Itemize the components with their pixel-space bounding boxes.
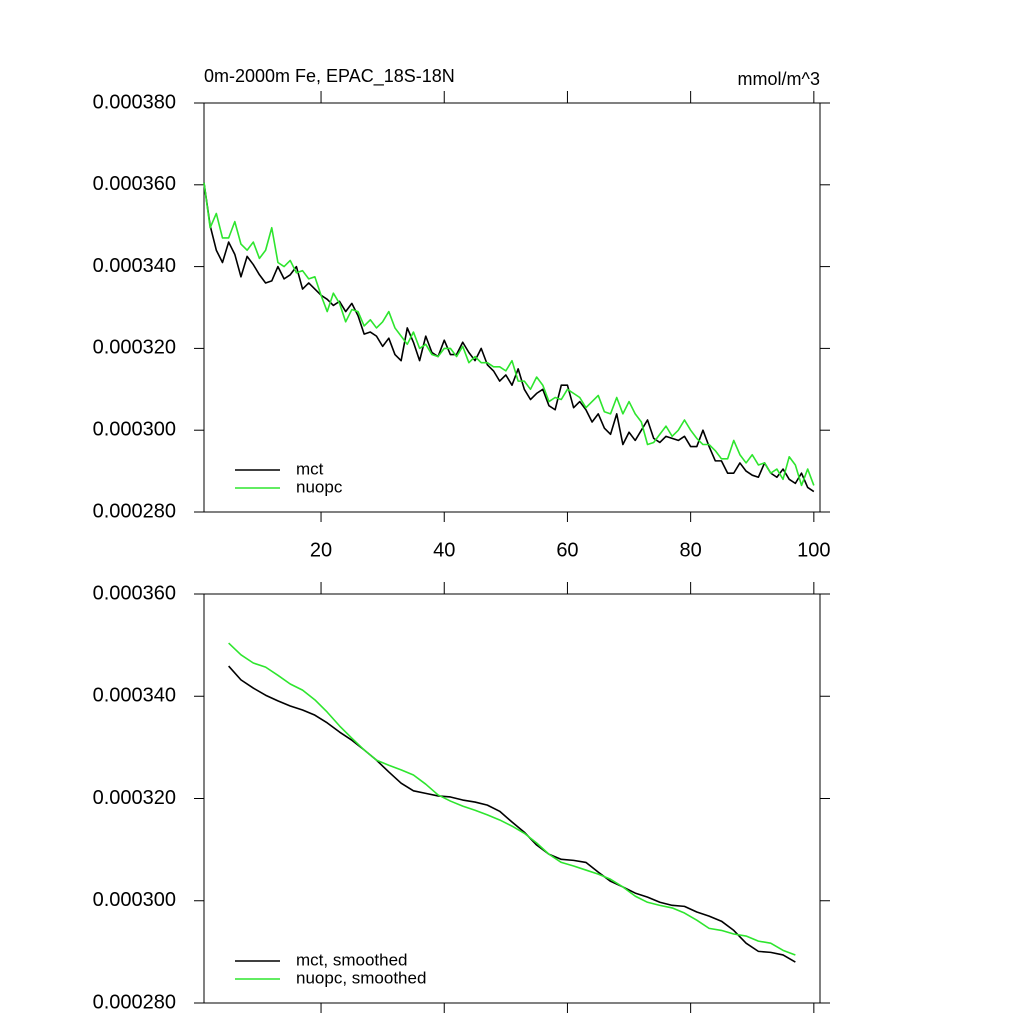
- y-tick-label: 0.000320: [93, 337, 176, 359]
- plot-frame: [203, 593, 821, 1004]
- y-tick-label: 0.000320: [93, 787, 176, 809]
- legend-label: mct: [296, 459, 324, 478]
- legend-label: mct, smoothed: [296, 950, 408, 969]
- y-tick-label: 0.000300: [93, 889, 176, 911]
- y-tick-label: 0.000280: [93, 991, 176, 1013]
- plot-frame: [203, 102, 821, 513]
- data-line: [228, 642, 796, 956]
- x-tick-label: 20: [310, 539, 332, 561]
- y-tick-label: 0.000360: [93, 173, 176, 195]
- chart-title: 0m-2000m Fe, EPAC_18S-18N: [204, 66, 455, 87]
- y-tick-label: 0.000360: [93, 582, 176, 604]
- y-tick-label: 0.000340: [93, 685, 176, 707]
- legend-label: nuopc, smoothed: [296, 968, 426, 987]
- x-tick-label: 40: [433, 539, 455, 561]
- y-tick-label: 0.000380: [93, 91, 176, 113]
- x-tick-label: 100: [797, 539, 830, 561]
- x-tick-label: 80: [680, 539, 702, 561]
- y-tick-label: 0.000340: [93, 255, 176, 277]
- x-tick-label: 60: [556, 539, 578, 561]
- data-line: [228, 665, 796, 963]
- unit-label: mmol/m^3: [738, 69, 820, 89]
- data-line: [203, 182, 815, 487]
- y-tick-label: 0.000280: [93, 500, 176, 522]
- legend-label: nuopc: [296, 477, 343, 496]
- data-line: [203, 182, 815, 493]
- y-tick-label: 0.000300: [93, 418, 176, 440]
